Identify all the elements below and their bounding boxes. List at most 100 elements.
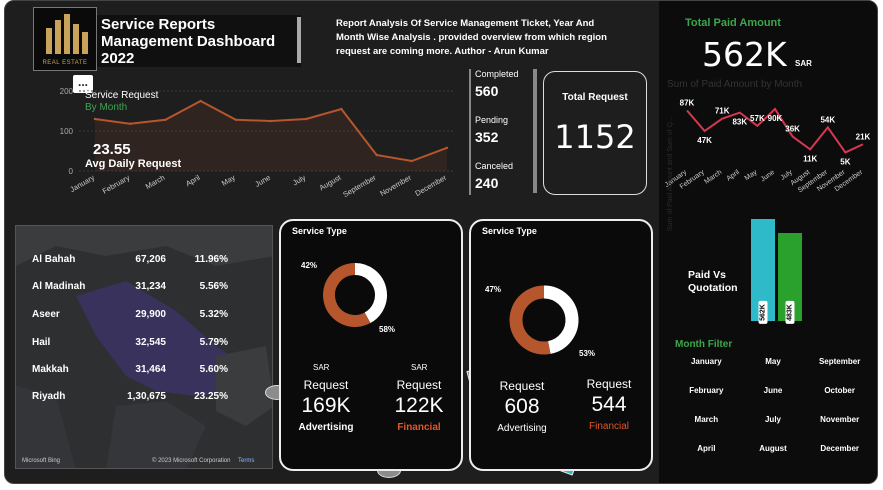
line-area [95, 101, 447, 171]
paid-data-label: 47K [697, 136, 712, 145]
total-paid-title: Total Paid Amount [685, 17, 781, 29]
real-estate-logo: REAL ESTATE [33, 7, 97, 71]
y-tick-label: 0 [69, 167, 74, 176]
month-filter-august[interactable]: August [759, 444, 787, 453]
quotation-bar[interactable]: 483K [778, 233, 802, 324]
map-background [16, 226, 272, 468]
x-tick-label: April [184, 173, 202, 188]
donut-slice [354, 263, 387, 324]
data-point [234, 118, 237, 121]
quotation-bar-label: 483K [785, 301, 795, 324]
more-options-button[interactable]: ... [73, 75, 93, 93]
status-canceled: Canceled 240 [475, 161, 513, 191]
paid-data-label: 21K [856, 132, 871, 141]
request-label: Request [499, 379, 545, 393]
financial-count-block: Request 544 Financial [567, 377, 651, 432]
y-tick-label: 200 [60, 87, 74, 96]
request-label: Request [303, 378, 349, 392]
paid-vs-quotation-label: Paid Vs Quotation [688, 269, 738, 294]
x-tick-label: May [220, 173, 237, 188]
report-description: Report Analysis Of Service Management Ti… [336, 18, 607, 57]
service-type-card-title: Service Type [292, 226, 347, 236]
total-request-value: 1152 [554, 118, 636, 156]
region-map[interactable]: Al Bahah 67,206 11.96% Al Madinah 31,234 5.5… [15, 225, 273, 469]
paid-chart-subtitle: Sum of Paid Amount by Month [667, 79, 803, 90]
month-filter-july[interactable]: July [764, 415, 781, 424]
paid-data-label: 87K [680, 99, 695, 108]
service-type-donut-chart-sar[interactable] [317, 257, 393, 333]
paid-data-label: 5K [840, 157, 850, 166]
paid-x-tick-label: March [703, 169, 723, 186]
x-tick-label: June [253, 173, 272, 189]
x-tick-label: August [318, 172, 344, 192]
x-tick-label: January [68, 173, 96, 194]
month-filter-february[interactable]: February [689, 386, 724, 395]
month-filter-october[interactable]: October [824, 386, 855, 395]
donut-pct-b: 53% [579, 349, 596, 358]
financial-count-value: 544 [591, 393, 627, 416]
paid-series-line [686, 107, 864, 154]
month-filter-may[interactable]: May [765, 357, 781, 366]
map-copyright: © 2023 Microsoft Corporation [152, 458, 231, 464]
request-label: Request [396, 378, 442, 392]
data-point [129, 122, 132, 125]
x-tick-label: March [144, 173, 167, 191]
service-type-donut-chart-count[interactable] [505, 281, 583, 359]
month-filter-slicer: January May September February June Octo… [673, 357, 873, 457]
unit-label: SAR [411, 363, 428, 372]
month-filter-march[interactable]: March [694, 415, 719, 424]
paid-x-tick-label: April [725, 169, 741, 183]
status-pending-value: 352 [475, 129, 499, 145]
data-point [269, 119, 273, 123]
x-tick-label: July [291, 173, 307, 188]
month-filter-january[interactable]: January [690, 357, 722, 366]
financial-sar-block: SAR Request 122K Financial [377, 363, 461, 433]
line-chart-subtitle: By Month [85, 102, 128, 113]
paid-bar[interactable]: 562K [751, 219, 775, 324]
financial-label: Financial [397, 422, 441, 433]
donut-pct-a: 47% [485, 285, 502, 294]
avg-daily-request-label: Avg Daily Request [85, 158, 182, 170]
month-filter-september[interactable]: September [818, 357, 861, 366]
page-title: Service Reports Management Dashboard 202… [101, 16, 276, 67]
status-completed-label: Completed [475, 69, 519, 79]
advertising-count-block: Request 608 Advertising [477, 379, 567, 434]
donut-slice [543, 285, 579, 354]
data-point [340, 107, 343, 111]
advertising-sar-value: 169K [301, 394, 351, 417]
title-divider [297, 17, 301, 63]
month-filter-december[interactable]: December [820, 444, 859, 453]
dashboard-canvas: REAL ESTATE ... Service Reports Manageme… [4, 0, 878, 484]
map-terms-link[interactable]: Terms [238, 458, 255, 464]
bing-logo: Microsoft Bing [22, 458, 61, 464]
advertising-sar-block: SAR Request 169K Advertising [281, 363, 371, 433]
line-chart-title: Service Request [85, 90, 159, 101]
advertising-count-value: 608 [504, 395, 540, 418]
x-tick-label: December [414, 173, 449, 198]
status-canceled-label: Canceled [475, 161, 514, 171]
data-point [305, 117, 308, 121]
service-type-card-sar: Service Type 42% 58% SAR Request 169K Ad… [279, 219, 463, 471]
paid-data-label: 36K [785, 125, 800, 134]
donut-slice [323, 263, 371, 327]
data-point [410, 159, 413, 163]
month-filter-april[interactable]: April [697, 444, 716, 453]
paid-data-label: 11K [803, 154, 817, 163]
month-filter-title: Month Filter [675, 339, 733, 350]
paid-data-label: 54K [820, 115, 835, 124]
y-tick-label: 100 [60, 127, 74, 136]
month-filter-november[interactable]: November [820, 415, 860, 424]
paid-data-label: 71K [715, 107, 730, 116]
status-pending: Pending 352 [475, 115, 508, 145]
financial-sar-value: 122K [394, 394, 444, 417]
status-canceled-value: 240 [475, 175, 499, 191]
month-filter-june[interactable]: June [763, 386, 783, 395]
status-divider-left [469, 69, 471, 195]
donut-pct-a: 42% [301, 261, 318, 270]
paid-data-label: 57K [750, 114, 765, 123]
service-type-card-count: Service Type 47% 53% Request 608 Adverti… [469, 219, 653, 471]
service-request-line-chart[interactable]: 0 100 200 January February March April May June J… [45, 79, 465, 209]
avg-daily-request-value: 23.55 [93, 141, 131, 158]
total-request-card: Total Request 1152 [543, 71, 647, 195]
